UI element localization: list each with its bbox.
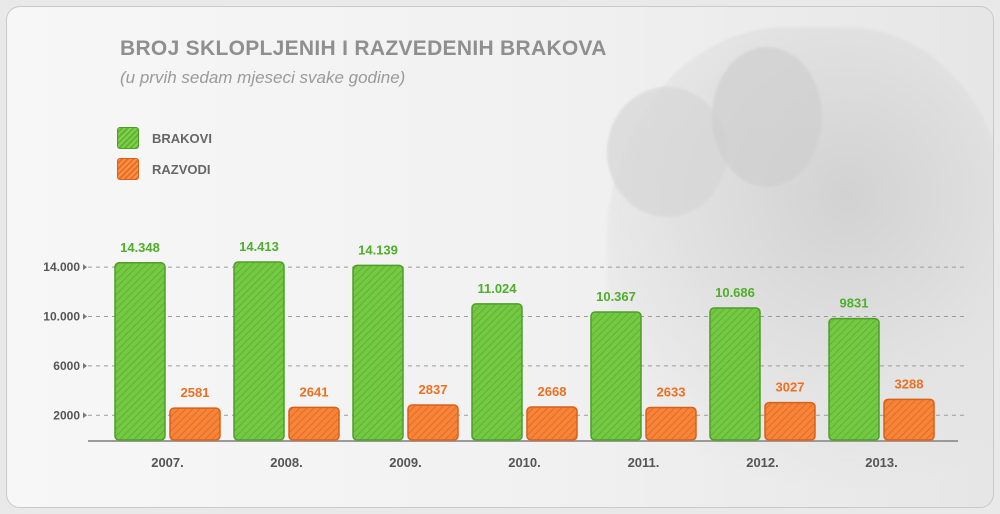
legend-label-razvodi: RAZVODI <box>152 161 211 177</box>
bar-brakovi-2007 <box>114 262 166 441</box>
x-tick-label: 2011. <box>628 455 660 470</box>
bar-brakovi-2012 <box>709 307 761 441</box>
y-tick-marker <box>83 313 87 320</box>
legend-swatch-razvodi <box>117 158 139 180</box>
data-label: 9831 <box>840 296 869 311</box>
x-tick-label: 2007. <box>151 455 184 470</box>
data-label: 10.367 <box>596 289 636 304</box>
data-label: 3027 <box>776 380 805 395</box>
bar-brakovi-2013 <box>828 317 880 441</box>
data-label: 3288 <box>895 376 924 391</box>
data-label: 10.686 <box>715 285 755 300</box>
data-label: 2668 <box>538 384 567 399</box>
legend-label-brakovi: BRAKOVI <box>152 130 212 146</box>
bar-brakovi-2009 <box>352 264 404 441</box>
y-tick-label: 10.000 <box>43 310 80 324</box>
y-tick-label: 6000 <box>53 359 80 373</box>
legend-item-brakovi: BRAKOVI <box>117 127 212 149</box>
x-tick-label: 2010. <box>508 455 541 470</box>
y-tick-label: 14.000 <box>43 260 80 274</box>
bar-razvodi-2007 <box>169 407 221 441</box>
bar-razvodi-2011 <box>645 406 697 441</box>
x-tick-label: 2009. <box>389 455 422 470</box>
bar-brakovi-2011 <box>590 311 642 441</box>
y-tick-marker <box>83 412 87 419</box>
chart-title: BROJ SKLOPLJENIH I RAZVEDENIH BRAKOVA <box>120 37 607 60</box>
bar-razvodi-2012 <box>764 401 816 441</box>
y-tick-marker <box>83 362 87 369</box>
bar-razvodi-2008 <box>288 406 340 441</box>
data-label: 2641 <box>300 384 329 399</box>
y-tick-label: 2000 <box>53 408 80 422</box>
data-label: 2581 <box>181 385 210 400</box>
data-label: 2633 <box>657 384 686 399</box>
bar-razvodi-2009 <box>407 404 459 441</box>
data-label: 14.139 <box>358 242 398 257</box>
chart-subtitle: (u prvih sedam mjeseci svake godine) <box>120 68 406 87</box>
x-tick-label: 2008. <box>270 455 303 470</box>
bar-razvodi-2010 <box>526 406 578 441</box>
bar-brakovi-2010 <box>471 303 523 441</box>
bar-brakovi-2008 <box>233 261 285 441</box>
background-photo-head-left <box>607 87 727 217</box>
data-label: 14.413 <box>239 239 279 254</box>
x-tick-label: 2012. <box>746 455 779 470</box>
y-tick-marker <box>83 264 87 271</box>
legend-swatch-brakovi <box>117 127 139 149</box>
data-label: 11.024 <box>477 281 517 296</box>
background-photo-head-right <box>712 47 822 187</box>
data-label: 2837 <box>419 382 448 397</box>
bar-razvodi-2013 <box>883 398 935 441</box>
legend-item-razvodi: RAZVODI <box>117 158 211 180</box>
x-tick-label: 2013. <box>865 455 898 470</box>
data-label: 14.348 <box>120 240 160 255</box>
